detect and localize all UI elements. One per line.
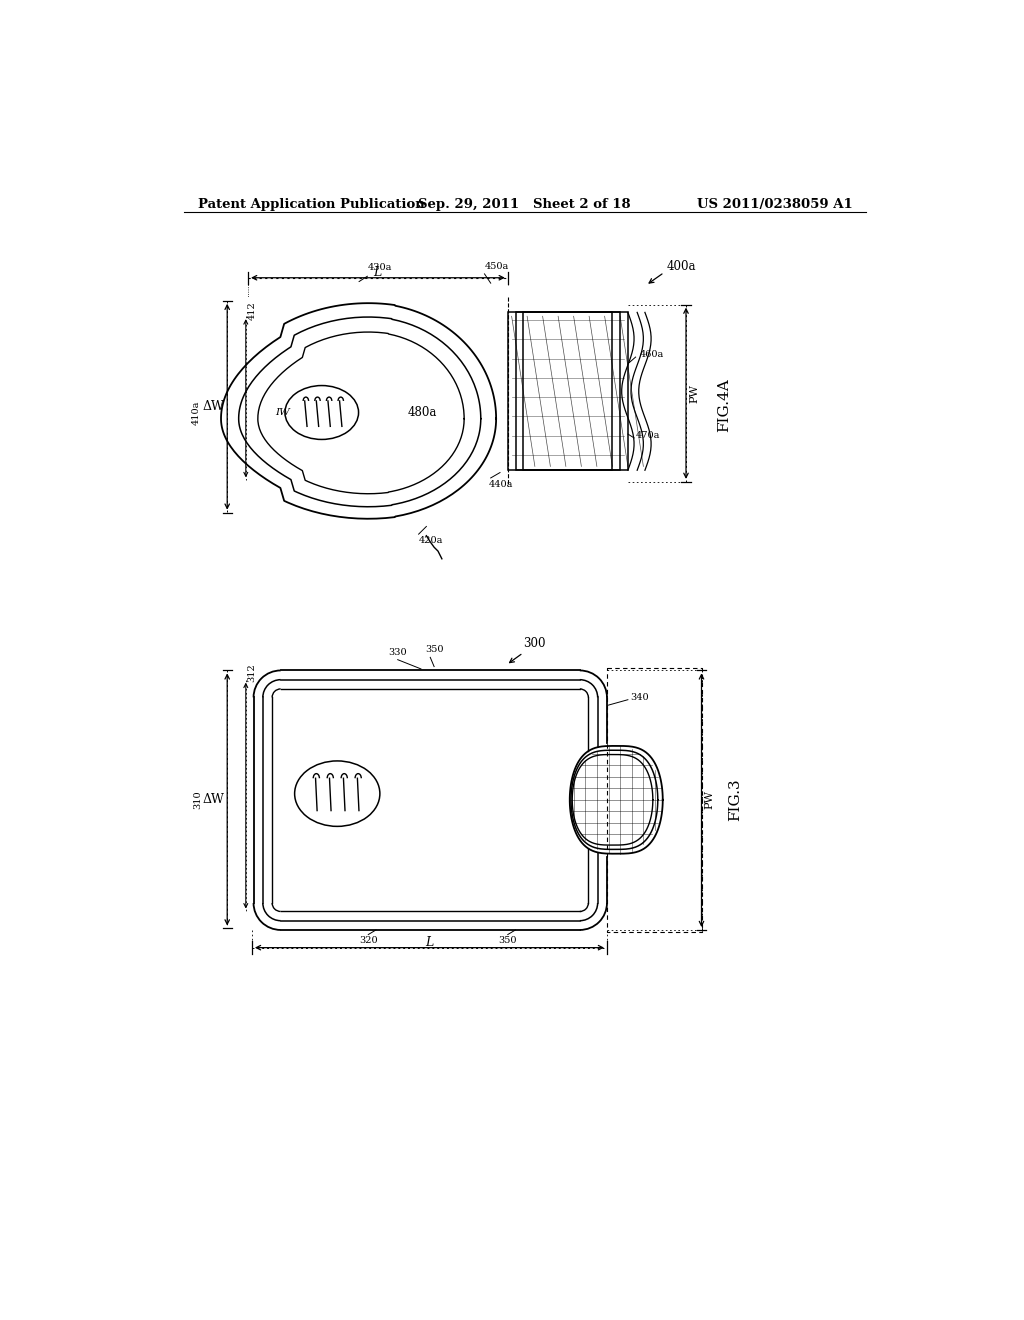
Text: 300: 300: [523, 636, 546, 649]
Text: PW: PW: [705, 791, 715, 809]
Text: 420a: 420a: [419, 536, 443, 545]
Text: 330: 330: [388, 648, 407, 657]
Bar: [508, 313, 628, 470]
Bar: [523, 313, 612, 470]
Text: 470a: 470a: [636, 432, 660, 440]
Text: 350: 350: [499, 936, 517, 945]
Text: 460a: 460a: [640, 350, 664, 359]
Text: 320: 320: [359, 936, 378, 945]
Text: 340: 340: [630, 693, 649, 702]
Text: 400a: 400a: [667, 260, 696, 273]
Text: 410a: 410a: [191, 400, 201, 425]
Text: FIG.3: FIG.3: [729, 779, 742, 821]
Text: US 2011/0238059 A1: US 2011/0238059 A1: [697, 198, 853, 211]
Text: Sep. 29, 2011   Sheet 2 of 18: Sep. 29, 2011 Sheet 2 of 18: [419, 198, 631, 211]
Text: 310: 310: [194, 791, 203, 809]
Text: 412: 412: [248, 301, 256, 321]
Text: L: L: [425, 936, 433, 949]
Text: ΔW: ΔW: [203, 792, 225, 805]
Text: 440a: 440a: [488, 480, 513, 490]
Text: IW: IW: [275, 408, 291, 417]
Bar: [515, 313, 621, 470]
Text: 312: 312: [248, 663, 256, 682]
Text: 480a: 480a: [408, 407, 437, 418]
Text: 450a: 450a: [484, 261, 509, 271]
Text: ΔW: ΔW: [203, 400, 225, 413]
Text: FIG.4A: FIG.4A: [717, 378, 731, 432]
Text: L: L: [374, 267, 382, 280]
Text: 430a: 430a: [369, 264, 392, 272]
Text: PW: PW: [689, 384, 699, 403]
Text: Patent Application Publication: Patent Application Publication: [198, 198, 425, 211]
Text: 350: 350: [425, 645, 443, 655]
